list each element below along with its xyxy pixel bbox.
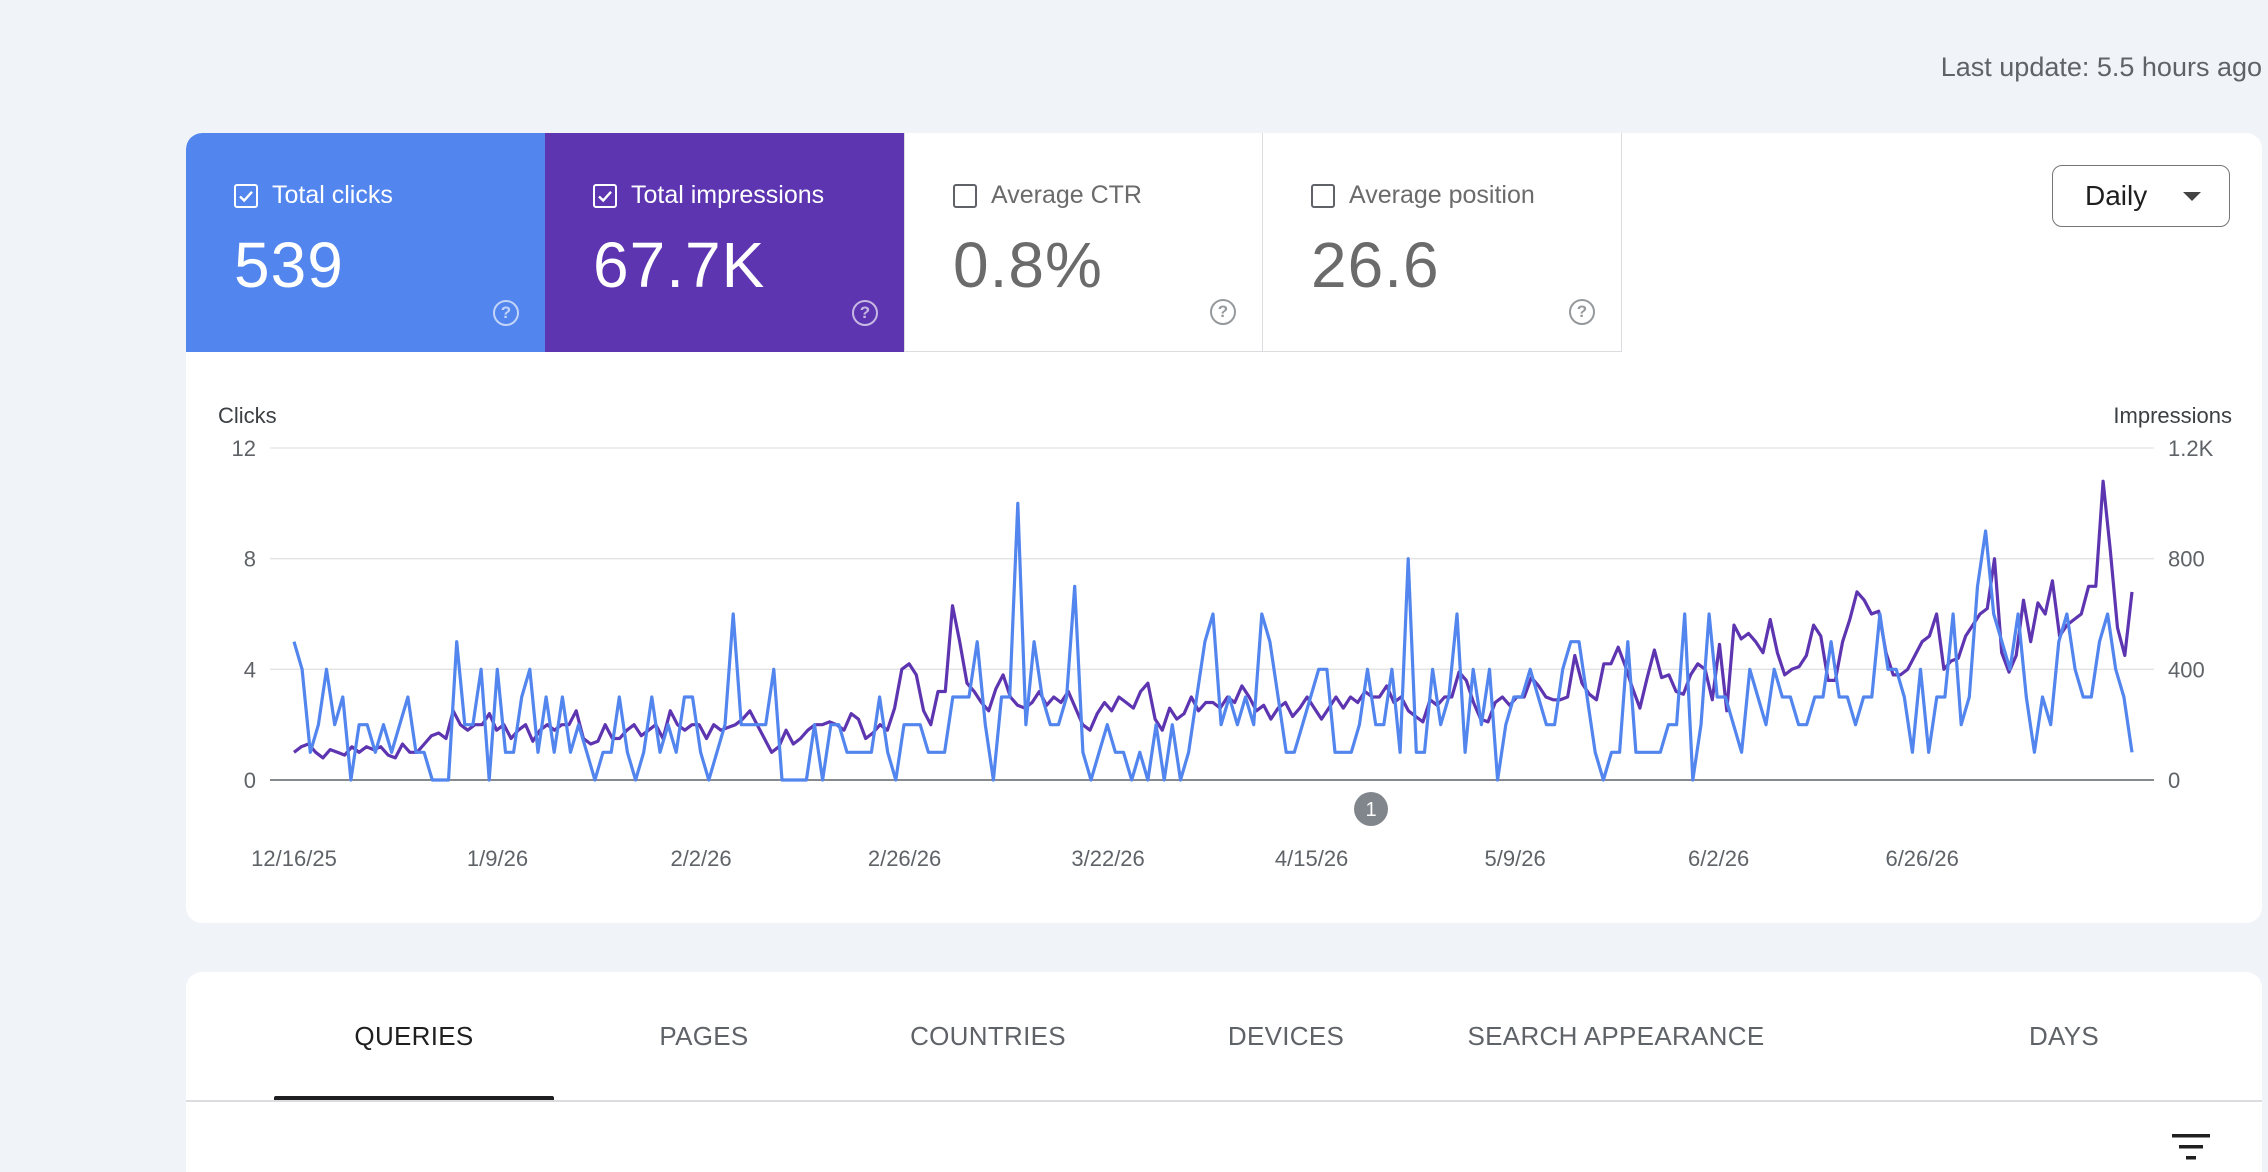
metric-average-position[interactable]: Average position 26.6 ? xyxy=(1263,133,1622,352)
checkbox-checked-icon[interactable] xyxy=(593,183,617,208)
caret-down-icon xyxy=(2183,191,2201,201)
tab-days[interactable]: DAYS xyxy=(2028,1020,2100,1051)
metric-label: Total impressions xyxy=(631,181,825,209)
tab-search-appearance[interactable]: SEARCH APPEARANCE xyxy=(1467,1020,1765,1051)
x-tick-label: 4/15/26 xyxy=(1275,846,1348,871)
dropdown-value: Daily xyxy=(2085,180,2148,211)
metric-label: Average CTR xyxy=(991,181,1142,209)
chart-ticks: 12 1.2K 8 800 4 400 0 0 12/16/25 1/9/26 2/2/26 2/26… xyxy=(232,436,2214,871)
x-tick-label: 2/26/26 xyxy=(868,846,941,871)
checkbox-unchecked-icon[interactable] xyxy=(953,183,977,208)
clicks-series-line xyxy=(292,501,2134,782)
left-axis-label: Clicks xyxy=(218,403,277,428)
dimension-tabs-card: QUERIES PAGES COUNTRIES DEVICES SEARCH APPEA… xyxy=(186,972,2262,1172)
metric-value: 26.6 xyxy=(1311,229,1440,301)
filter-icon[interactable] xyxy=(2172,1132,2210,1162)
performance-chart: Clicks Impressions 12 1.2K 8 800 4 400 0 0 12/16… xyxy=(218,403,2232,871)
metric-label: Total clicks xyxy=(272,181,393,209)
annotation-label: 1 xyxy=(1365,799,1376,821)
last-update-text: Last update: 5.5 hours ago xyxy=(1940,52,2262,82)
right-axis-label: Impressions xyxy=(2113,403,2232,428)
left-tick-label: 8 xyxy=(244,547,256,572)
annotation-marker xyxy=(1354,792,1388,826)
left-tick-label: 4 xyxy=(244,657,256,682)
tab-devices[interactable]: DEVICES xyxy=(1227,1020,1345,1051)
metric-average-ctr[interactable]: Average CTR 0.8% ? xyxy=(904,133,1263,352)
checkbox-unchecked-icon[interactable] xyxy=(1311,183,1335,208)
x-tick-label: 6/26/26 xyxy=(1885,846,1958,871)
x-tick-label: 6/2/26 xyxy=(1688,846,1749,871)
tab-queries[interactable]: QUERIES xyxy=(274,972,554,1100)
right-tick-label: 800 xyxy=(2168,547,2205,572)
left-tick-label: 12 xyxy=(232,436,256,461)
help-icon[interactable]: ? xyxy=(493,300,519,326)
metric-total-clicks[interactable]: Total clicks 539 ? xyxy=(186,133,545,352)
tabs-divider xyxy=(186,1100,2262,1102)
performance-card: Total clicks 539 ? Total impressions 67.… xyxy=(186,133,2262,923)
metric-value: 539 xyxy=(234,229,344,301)
metric-value: 0.8% xyxy=(953,229,1103,301)
x-tick-label: 2/2/26 xyxy=(670,846,731,871)
metric-label: Average position xyxy=(1349,181,1535,209)
help-icon[interactable]: ? xyxy=(1569,299,1595,325)
impressions-series-line xyxy=(293,479,2134,760)
chart-series xyxy=(292,479,2134,782)
metric-value: 67.7K xyxy=(593,229,766,301)
right-tick-label: 0 xyxy=(2168,768,2180,793)
x-tick-label: 3/22/26 xyxy=(1071,846,1144,871)
help-icon[interactable]: ? xyxy=(1210,299,1236,325)
chart-annotation[interactable]: 1 xyxy=(1354,792,1388,826)
x-tick-label: 1/9/26 xyxy=(467,846,528,871)
metric-total-impressions[interactable]: Total impressions 67.7K ? xyxy=(545,133,904,352)
x-tick-label: 12/16/25 xyxy=(251,846,337,871)
granularity-dropdown[interactable]: Daily xyxy=(2052,165,2230,227)
right-tick-label: 400 xyxy=(2168,657,2205,682)
left-tick-label: 0 xyxy=(244,768,256,793)
checkbox-checked-icon[interactable] xyxy=(234,183,258,208)
chart-grid xyxy=(270,447,2154,781)
x-tick-label: 5/9/26 xyxy=(1485,846,1546,871)
tab-pages[interactable]: PAGES xyxy=(659,1020,749,1051)
help-icon[interactable]: ? xyxy=(852,300,878,326)
right-tick-label: 1.2K xyxy=(2168,436,2214,461)
tab-countries[interactable]: COUNTRIES xyxy=(910,1020,1066,1051)
